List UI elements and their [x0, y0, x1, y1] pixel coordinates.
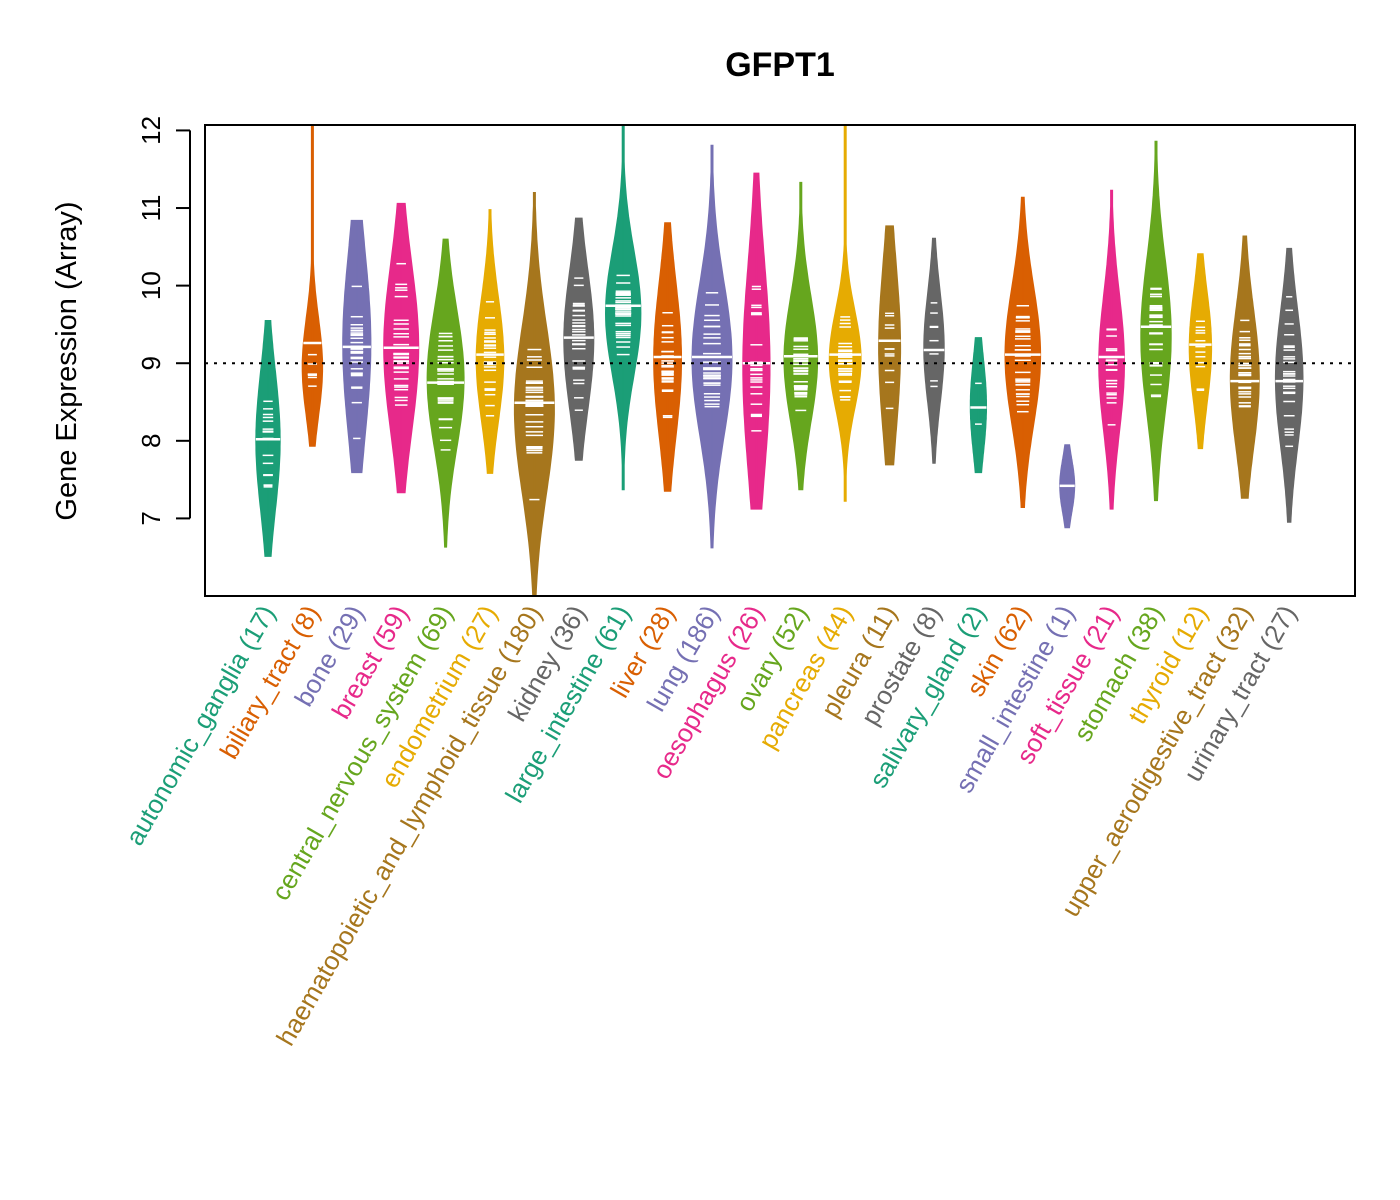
y-tick-label: 12: [136, 116, 166, 145]
violin-small-intestine: [1059, 444, 1076, 529]
violin-thyroid: [1188, 253, 1213, 450]
y-axis: 7 8 9 10 11 12: [136, 116, 191, 526]
y-tick-label: 9: [136, 356, 166, 370]
violin-soft-tissue: [1098, 189, 1125, 510]
violin-bone: [342, 219, 372, 474]
plot-frame: [204, 124, 1356, 597]
violin-ovary: [783, 181, 819, 491]
violin-skin: [1004, 196, 1042, 508]
violins-layer: [255, 124, 1304, 597]
violin-pancreas: [828, 124, 862, 502]
y-tick-label: 7: [136, 511, 166, 525]
violin-pleura: [878, 225, 902, 466]
violin-haematopoietic-and-lymphoid-tissue: [513, 192, 555, 597]
y-tick-label: 8: [136, 434, 166, 448]
violin-endometrium: [475, 209, 505, 474]
violin-central-nervous-system: [426, 238, 465, 548]
chart-title: GFPT1: [725, 46, 835, 84]
y-tick-label: 10: [136, 271, 166, 300]
violin-biliary-tract: [301, 124, 324, 447]
violin-breast: [383, 202, 420, 494]
violin-salivary-gland: [969, 337, 987, 474]
violin-large-intestine: [604, 124, 642, 491]
x-axis-labels: autonomic_ganglia (17)biliary_tract (8)b…: [119, 600, 1302, 1051]
violin-kidney: [563, 217, 595, 461]
violin-oesophagus: [742, 172, 771, 510]
violin-liver: [653, 222, 682, 492]
violin-prostate: [923, 237, 945, 464]
y-tick-label: 11: [136, 195, 166, 222]
violin-lung: [691, 144, 733, 549]
violin-urinary-tract: [1274, 247, 1304, 523]
violin-stomach: [1140, 140, 1172, 502]
violin-upper-aerodigestive-tract: [1229, 235, 1260, 499]
y-axis-label: Gene Expression (Array): [51, 201, 83, 520]
violin-autonomic-ganglia: [255, 320, 281, 557]
